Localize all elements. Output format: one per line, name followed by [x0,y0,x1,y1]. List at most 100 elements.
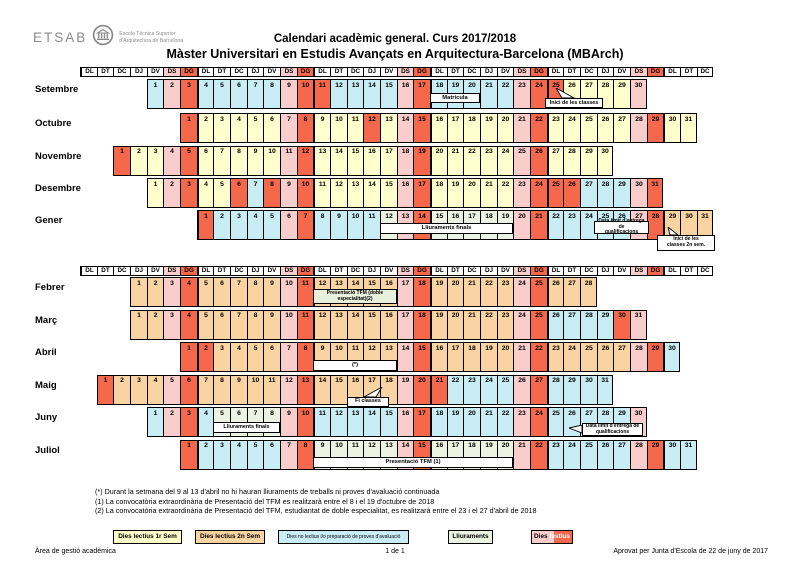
day-cell: 1 [97,374,113,405]
day-cell: 27 [580,178,597,208]
school-name-line2: d'Arquitectura de Barcelona [119,37,184,44]
day-cell: 19 [447,407,463,437]
annotation-line: Presentació TFM (doble [326,289,384,296]
day-number: 13 [351,180,360,188]
day-number: 24 [585,212,593,220]
day-number: 3 [187,409,191,417]
annotation-line: Fi classes [355,398,381,405]
weekday-header-cell: DC [580,266,597,276]
day-cell: 29 [563,374,580,405]
day-cell: 2 [113,374,130,405]
day-number: 9 [270,279,274,287]
day-cell: 29 [613,79,630,109]
day-cell: 29 [597,309,613,340]
day-number: 3 [187,180,191,188]
day-number: 5 [253,344,258,352]
day-cell: 4 [247,210,263,240]
day-cell: 24 [513,309,530,340]
day-number: 16 [435,344,444,352]
day-cell: 28 [597,178,613,208]
day-number: 5 [253,442,258,449]
day-cell: 9 [280,79,297,109]
day-cell: 18 [463,113,480,143]
day-number: 19 [418,148,426,155]
day-number: 29 [668,212,677,220]
day-cell: 30 [613,309,630,340]
day-number: 30 [685,212,693,220]
day-number: 31 [651,180,659,188]
day-number: 27 [568,312,576,319]
etsab-building-icon [92,24,114,51]
day-number: 17 [368,377,376,384]
day-cell: 15 [413,113,430,143]
day-cell: 6 [197,145,213,176]
weekday-header-cell: DT [680,67,697,77]
day-number: 7 [253,81,258,89]
day-number: 2 [137,148,141,155]
weekday-header-cell: DT [447,266,463,276]
day-number: 15 [385,81,393,89]
day-number: 18 [468,344,476,352]
day-number: 3 [220,115,224,123]
day-number: 2 [204,442,208,449]
day-cell: 26 [513,374,530,405]
day-number: 21 [468,279,476,287]
weekday-header-cell: DG [647,266,663,276]
day-cell: 25 [497,374,513,405]
day-number: 6 [204,148,208,155]
footer-department: Àrea de gestió acadèmica [35,548,116,555]
day-cell: 9 [313,113,330,143]
weekday-header-cell: DL [80,266,97,276]
day-number: 26 [518,377,526,384]
school-name-line1: Escola Tècnica Superior [119,30,176,37]
day-number: 17 [401,312,410,319]
day-cell: 2 [163,407,180,437]
day-number: 22 [535,115,543,123]
day-cell: 7 [197,374,213,405]
day-cell: 15 [413,342,430,372]
day-cell: 20 [447,277,463,307]
day-cell: 12 [363,113,380,143]
day-number: 30 [668,442,677,449]
day-number: 25 [585,344,593,352]
day-cell: 23 [563,210,580,240]
day-number: 16 [401,81,410,89]
day-cell: 24 [513,277,530,307]
day-number: 31 [601,377,609,384]
day-number: 23 [501,312,510,319]
day-number: 1 [137,312,141,319]
annotation-lliuraments-finals-juny: Lliuraments finals [213,422,280,433]
day-cell: 12 [330,79,347,109]
weekday-header-cell: DG [413,67,430,77]
day-number: 4 [237,115,241,123]
day-cell: 17 [413,407,430,437]
day-cell: 4 [230,342,247,372]
day-cell: 19 [480,113,497,143]
day-number: 24 [485,377,493,384]
day-cell: 19 [447,178,463,208]
day-number: 20 [451,279,460,287]
day-number: 15 [368,279,376,287]
day-cell: 4 [230,113,247,143]
day-cell: 29 [647,113,663,143]
annotation-pointer [555,88,576,99]
day-cell: 15 [363,309,380,340]
day-number: 30 [618,312,626,319]
day-number: 24 [568,344,576,352]
day-number: 12 [335,180,343,188]
day-cell: 25 [530,309,547,340]
day-cell: 5 [247,439,263,470]
day-cell: 20 [447,309,463,340]
day-number: 16 [368,148,376,155]
weekday-header-cell: DS [397,266,413,276]
day-number: 23 [485,148,493,155]
day-cell: 24 [497,145,513,176]
day-number: 8 [303,442,308,449]
day-number: 15 [385,180,393,188]
day-number: 1 [103,377,108,384]
day-cell: 30 [630,79,647,109]
day-number: 22 [535,344,543,352]
school-name: Escola Tècnica Superior d'Arquitectura d… [119,31,183,45]
day-cell: 5 [180,145,197,176]
day-cell: 4 [163,145,180,176]
